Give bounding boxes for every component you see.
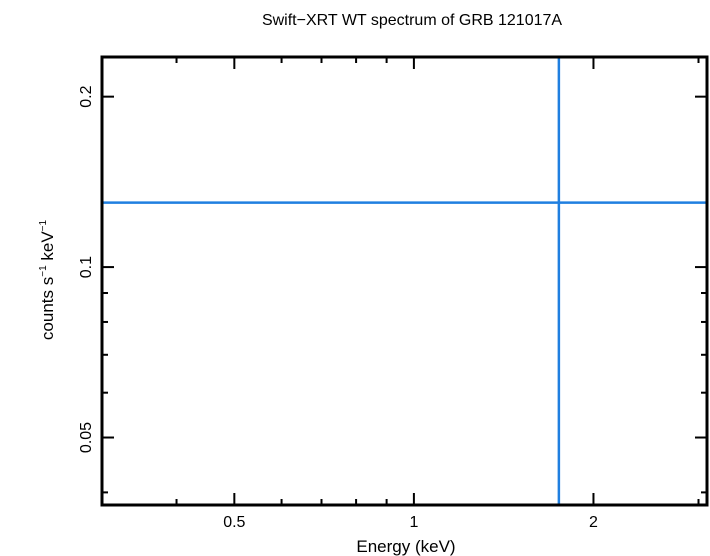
axis-ticks [102,57,707,505]
chart-title: Swift−XRT WT spectrum of GRB 121017A [262,12,562,29]
y-axis-label: counts s−1 keV−1 [38,219,57,340]
y-axis-label-main: counts s [38,277,57,340]
y-axis-label-middle: keV [38,231,57,266]
x-tick-label: 0.5 [223,514,245,531]
y-tick-label: 0.2 [78,85,95,107]
x-tick-label: 2 [589,514,598,531]
y-axis-label-exponent-2: −1 [38,219,49,231]
y-tick-label: 0.1 [78,256,95,278]
data-marks [102,57,707,505]
y-axis-label-exponent-1: −1 [38,265,49,277]
x-axis-label: Energy (keV) [356,537,455,556]
y-tick-label: 0.05 [78,422,95,453]
axis-tick-labels: 0.5 1 2 0.05 0.1 0.2 [78,85,598,531]
plot-frame [100,55,709,507]
x-tick-label: 1 [409,514,418,531]
